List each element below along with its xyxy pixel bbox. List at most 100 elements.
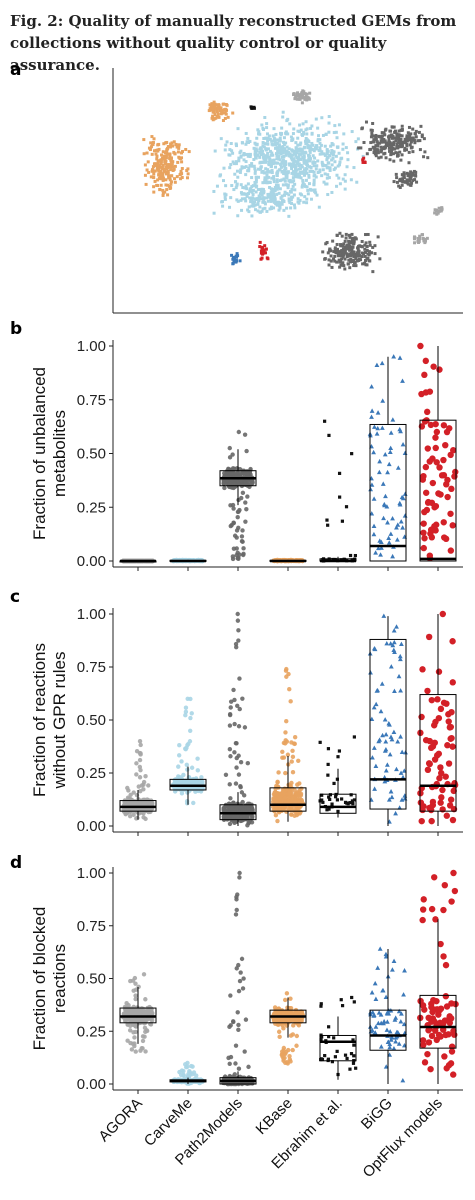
tsne-point [271, 134, 275, 138]
tsne-point [165, 188, 169, 192]
tsne-point [262, 191, 266, 195]
data-point [419, 476, 427, 483]
tsne-point [212, 189, 216, 193]
data-point [438, 769, 445, 777]
data-point [239, 818, 244, 823]
tsne-point [303, 184, 307, 188]
tsne-point [274, 138, 278, 142]
tsne-point [408, 173, 412, 177]
tsne-point [265, 256, 269, 260]
tsne-point [254, 208, 258, 212]
tsne-point [251, 193, 255, 197]
tsne-point [402, 171, 406, 175]
tsne-point [418, 234, 422, 238]
data-point [397, 502, 403, 507]
tsne-point [308, 91, 312, 95]
data-point [432, 444, 439, 452]
tsne-point [264, 247, 268, 251]
data-point [137, 1011, 142, 1016]
data-point [177, 742, 182, 748]
tsne-point [284, 160, 288, 164]
tsne-point [351, 250, 355, 254]
data-point [398, 770, 404, 775]
tsne-point [320, 160, 324, 164]
data-point [227, 723, 233, 728]
data-point [245, 761, 251, 766]
tsne-point [211, 108, 215, 112]
tsne-point [159, 169, 163, 173]
tsne-point [410, 145, 414, 149]
data-point [385, 469, 390, 475]
data-point [335, 798, 340, 802]
data-point [275, 779, 280, 785]
data-point [394, 537, 400, 542]
data-point [443, 812, 451, 819]
data-point [136, 784, 141, 789]
tsne-point [276, 200, 280, 204]
tsne-point [269, 199, 273, 203]
tsne-point [153, 149, 157, 153]
tsne-point [151, 165, 155, 169]
tsne-point [349, 178, 353, 182]
tsne-point [170, 141, 174, 145]
tsne-point [247, 205, 251, 209]
tsne-point [223, 148, 227, 152]
tsne-point [254, 185, 258, 189]
tsne-point [163, 190, 167, 194]
data-point [223, 803, 228, 808]
tsne-point [341, 244, 345, 248]
tsne-point [369, 141, 373, 145]
tsne-point [292, 203, 296, 207]
tsne-point [336, 251, 340, 255]
tsne-point [180, 176, 184, 180]
tsne-point [228, 205, 232, 209]
tsne-point [327, 115, 331, 119]
tsne-point [285, 149, 289, 153]
tsne-point [144, 182, 148, 186]
tsne-point [156, 184, 160, 188]
data-point [332, 781, 336, 786]
tsne-point [254, 175, 258, 179]
tsne-point [247, 210, 251, 214]
data-point [327, 795, 331, 799]
data-point [277, 796, 282, 801]
data-point [239, 495, 244, 501]
tsne-point [259, 249, 263, 253]
tsne-point [173, 152, 177, 156]
data-point [376, 469, 382, 475]
tsne-point [337, 151, 341, 155]
tsne-point [373, 252, 377, 256]
tsne-point [258, 210, 262, 214]
tsne-point [405, 139, 409, 143]
tsne-point [348, 247, 352, 251]
data-point [133, 993, 138, 998]
data-point [188, 715, 193, 721]
data-point [133, 1049, 138, 1054]
tsne-point [360, 240, 364, 244]
tsne-point [187, 150, 191, 154]
data-point [150, 1010, 155, 1016]
tsne-point [333, 160, 337, 164]
data-point [228, 705, 233, 710]
tsne-point [370, 251, 374, 255]
data-point [288, 699, 293, 704]
tsne-point [253, 167, 257, 171]
tsne-point [161, 188, 165, 192]
data-point [241, 976, 246, 981]
data-point [449, 679, 456, 686]
data-point [186, 1071, 191, 1077]
tsne-point [328, 167, 332, 171]
tsne-point [302, 183, 306, 187]
tsne-point [322, 152, 326, 156]
data-point [130, 807, 135, 812]
tsne-point [390, 148, 394, 152]
tsne-point [302, 130, 306, 134]
tsne-point [167, 174, 171, 178]
tsne-point [272, 206, 276, 210]
data-point [383, 732, 389, 737]
data-point [133, 987, 139, 992]
tsne-point [332, 168, 336, 172]
data-point [299, 786, 304, 791]
tsne-point [279, 133, 283, 137]
tsne-point [297, 130, 301, 134]
